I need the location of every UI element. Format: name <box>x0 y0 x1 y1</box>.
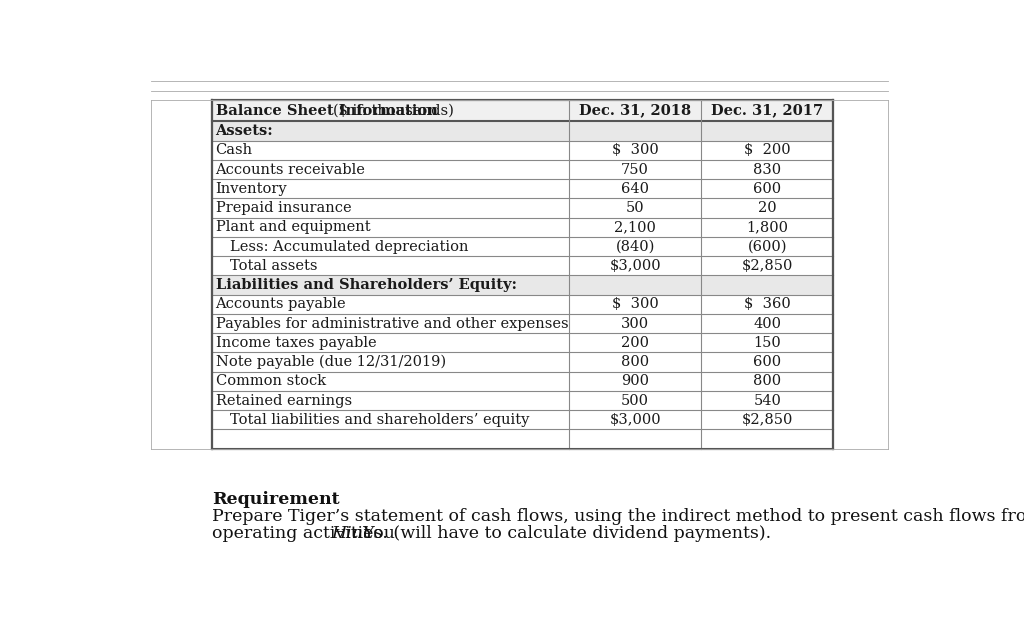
Text: Liabilities and Shareholders’ Equity:: Liabilities and Shareholders’ Equity: <box>216 278 516 292</box>
Text: 50: 50 <box>626 201 644 215</box>
Bar <box>212 237 834 256</box>
Bar <box>212 256 834 275</box>
Text: Inventory: Inventory <box>216 182 287 196</box>
Text: Prepare Tiger’s statement of cash flows, using the indirect method to present ca: Prepare Tiger’s statement of cash flows,… <box>212 508 1024 525</box>
Text: $  200: $ 200 <box>743 143 791 157</box>
Text: $3,000: $3,000 <box>609 413 660 427</box>
Text: Income taxes payable: Income taxes payable <box>216 336 376 350</box>
Text: Note payable (due 12/31/2019): Note payable (due 12/31/2019) <box>216 355 445 369</box>
Bar <box>212 218 834 237</box>
Text: (600): (600) <box>748 239 787 253</box>
Text: Retained earnings: Retained earnings <box>216 394 351 408</box>
Text: Payables for administrative and other expenses: Payables for administrative and other ex… <box>216 317 568 331</box>
Text: $  300: $ 300 <box>611 143 658 157</box>
Text: $  360: $ 360 <box>743 298 791 311</box>
Text: operating activities. (: operating activities. ( <box>212 525 399 542</box>
Text: $  300: $ 300 <box>611 298 658 311</box>
Text: Hint: Hint <box>332 525 371 542</box>
Text: Plant and equipment: Plant and equipment <box>216 220 371 234</box>
Bar <box>212 122 834 141</box>
Text: $3,000: $3,000 <box>609 259 660 273</box>
Text: 640: 640 <box>622 182 649 196</box>
Bar <box>212 353 834 372</box>
Bar <box>212 275 834 294</box>
Text: Assets:: Assets: <box>216 124 273 138</box>
Bar <box>212 141 834 160</box>
Text: Accounts payable: Accounts payable <box>216 298 346 311</box>
Bar <box>212 100 834 122</box>
Bar <box>212 179 834 198</box>
Text: Total assets: Total assets <box>229 259 317 273</box>
Bar <box>212 429 834 449</box>
Text: 600: 600 <box>753 182 781 196</box>
Text: Total liabilities and shareholders’ equity: Total liabilities and shareholders’ equi… <box>229 413 529 427</box>
Text: 2,100: 2,100 <box>614 220 656 234</box>
Bar <box>212 333 834 353</box>
Text: 830: 830 <box>753 163 781 177</box>
Text: 540: 540 <box>754 394 781 408</box>
Text: 20: 20 <box>758 201 776 215</box>
Text: 750: 750 <box>622 163 649 177</box>
Text: 800: 800 <box>753 374 781 388</box>
Text: Cash: Cash <box>216 143 253 157</box>
Text: 800: 800 <box>622 355 649 369</box>
Text: Less: Accumulated depreciation: Less: Accumulated depreciation <box>229 239 468 253</box>
Text: : You will have to calculate dividend payments).: : You will have to calculate dividend pa… <box>352 525 771 542</box>
Bar <box>212 294 834 314</box>
Text: Balance Sheet Information: Balance Sheet Information <box>216 104 442 118</box>
Text: Requirement: Requirement <box>212 491 339 508</box>
Text: $2,850: $2,850 <box>741 259 793 273</box>
Text: Dec. 31, 2018: Dec. 31, 2018 <box>579 104 691 118</box>
Text: ($ in thousands): ($ in thousands) <box>334 104 455 118</box>
Bar <box>212 198 834 218</box>
Bar <box>212 160 834 179</box>
Text: Accounts receivable: Accounts receivable <box>216 163 366 177</box>
Text: 300: 300 <box>622 317 649 331</box>
Text: 500: 500 <box>622 394 649 408</box>
Text: 900: 900 <box>622 374 649 388</box>
Text: Prepaid insurance: Prepaid insurance <box>216 201 351 215</box>
Bar <box>212 314 834 333</box>
Bar <box>212 372 834 391</box>
Text: 1,800: 1,800 <box>746 220 788 234</box>
Bar <box>212 391 834 410</box>
Bar <box>212 410 834 429</box>
Text: $2,850: $2,850 <box>741 413 793 427</box>
Text: 200: 200 <box>622 336 649 350</box>
Text: Common stock: Common stock <box>216 374 326 388</box>
Text: 150: 150 <box>754 336 781 350</box>
Text: (840): (840) <box>615 239 654 253</box>
Text: 400: 400 <box>754 317 781 331</box>
Text: Dec. 31, 2017: Dec. 31, 2017 <box>711 104 823 118</box>
Text: 600: 600 <box>753 355 781 369</box>
